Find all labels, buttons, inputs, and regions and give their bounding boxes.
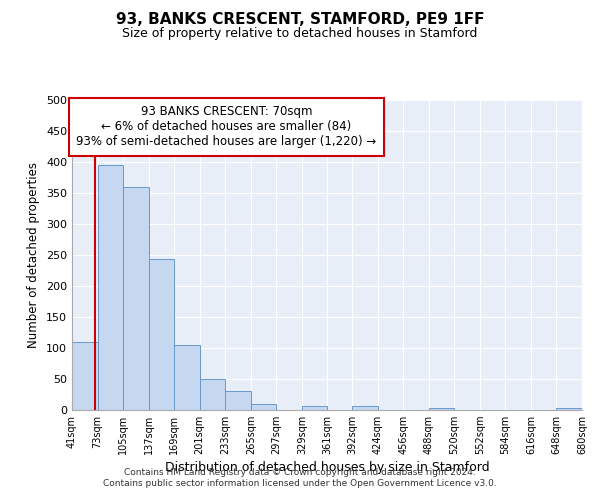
Bar [302, 406, 328, 410]
Text: 93 BANKS CRESCENT: 70sqm
← 6% of detached houses are smaller (84)
93% of semi-de: 93 BANKS CRESCENT: 70sqm ← 6% of detache… [76, 106, 377, 148]
Bar [98, 165, 123, 410]
Bar [556, 408, 582, 410]
Text: Size of property relative to detached houses in Stamford: Size of property relative to detached ho… [122, 28, 478, 40]
Bar [251, 404, 277, 410]
Y-axis label: Number of detached properties: Number of detached properties [28, 162, 40, 348]
Bar [123, 187, 149, 410]
X-axis label: Distribution of detached houses by size in Stamford: Distribution of detached houses by size … [164, 462, 490, 474]
Bar [149, 260, 174, 410]
Bar [200, 379, 225, 410]
Bar [352, 406, 377, 410]
Bar [225, 392, 251, 410]
Text: Contains HM Land Registry data © Crown copyright and database right 2024.
Contai: Contains HM Land Registry data © Crown c… [103, 468, 497, 487]
Bar [429, 408, 454, 410]
Text: 93, BANKS CRESCENT, STAMFORD, PE9 1FF: 93, BANKS CRESCENT, STAMFORD, PE9 1FF [116, 12, 484, 28]
Bar [174, 345, 200, 410]
Bar [72, 342, 98, 410]
